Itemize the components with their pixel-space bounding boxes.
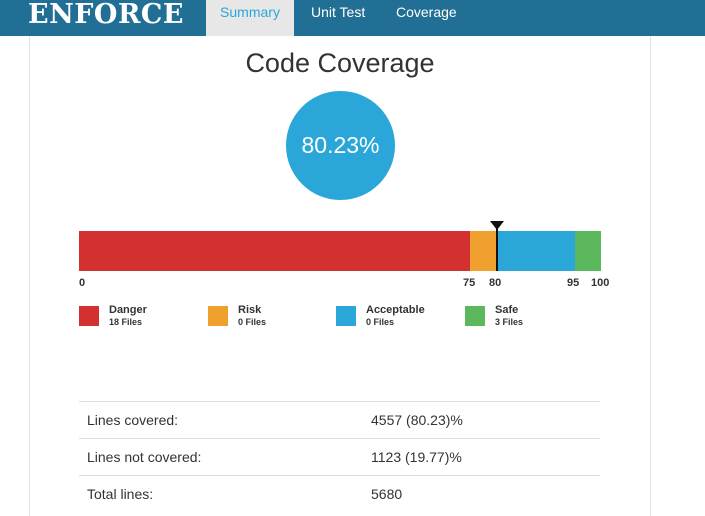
page-title: Code Coverage bbox=[245, 48, 435, 78]
legend-label-risk: Risk bbox=[238, 304, 262, 316]
legend-label-danger: Danger bbox=[109, 304, 147, 316]
stats-value: 4557 (80.23)% bbox=[371, 412, 463, 428]
brand-logo[interactable]: ENFORCE bbox=[28, 0, 184, 30]
stats-value: 5680 bbox=[371, 486, 403, 502]
legend-swatch-safe bbox=[465, 306, 485, 326]
stats-value: 1123 (19.77)% bbox=[371, 449, 462, 465]
legend-swatch-danger bbox=[79, 306, 99, 326]
top-navbar: ENFORCE Summary Unit Test Coverage bbox=[0, 0, 705, 36]
tab-unit-test[interactable]: Unit Test bbox=[311, 4, 366, 20]
scale-tick-0: 0 bbox=[79, 277, 86, 289]
coverage-bar-risk bbox=[470, 231, 496, 271]
stats-label: Lines covered: bbox=[87, 412, 179, 428]
scale-tick-95: 95 bbox=[567, 277, 580, 289]
coverage-bar-safe bbox=[575, 231, 601, 271]
tab-coverage[interactable]: Coverage bbox=[396, 4, 457, 20]
tab-summary[interactable]: Summary bbox=[206, 0, 294, 36]
legend-count-acceptable: 0 Files bbox=[366, 317, 395, 327]
legend-label-safe: Safe bbox=[495, 304, 519, 316]
stats-row-lines-covered: Lines covered: 4557 (80.23)% bbox=[79, 401, 600, 438]
legend-count-safe: 3 Files bbox=[495, 317, 524, 327]
stats-row-lines-not-covered: Lines not covered: 1123 (19.77)% bbox=[79, 438, 600, 475]
coverage-marker-line bbox=[496, 227, 498, 271]
stats-label: Lines not covered: bbox=[87, 449, 202, 465]
stats-label: Total lines: bbox=[87, 486, 154, 502]
stats-row-total-lines: Total lines: 5680 bbox=[79, 475, 600, 512]
legend-count-risk: 0 Files bbox=[238, 317, 267, 327]
scale-tick-100: 100 bbox=[591, 277, 610, 289]
coverage-percent-circle: 80.23% bbox=[286, 91, 395, 200]
coverage-marker-pointer bbox=[490, 221, 504, 230]
legend-label-acceptable: Acceptable bbox=[366, 304, 425, 316]
legend-swatch-acceptable bbox=[336, 306, 356, 326]
legend-swatch-risk bbox=[208, 306, 228, 326]
legend-count-danger: 18 Files bbox=[109, 317, 143, 327]
scale-tick-80: 80 bbox=[489, 277, 502, 289]
coverage-bar-acceptable bbox=[496, 231, 575, 271]
content-panel bbox=[29, 36, 651, 516]
scale-tick-75: 75 bbox=[463, 277, 476, 289]
coverage-bar-danger bbox=[79, 231, 470, 271]
